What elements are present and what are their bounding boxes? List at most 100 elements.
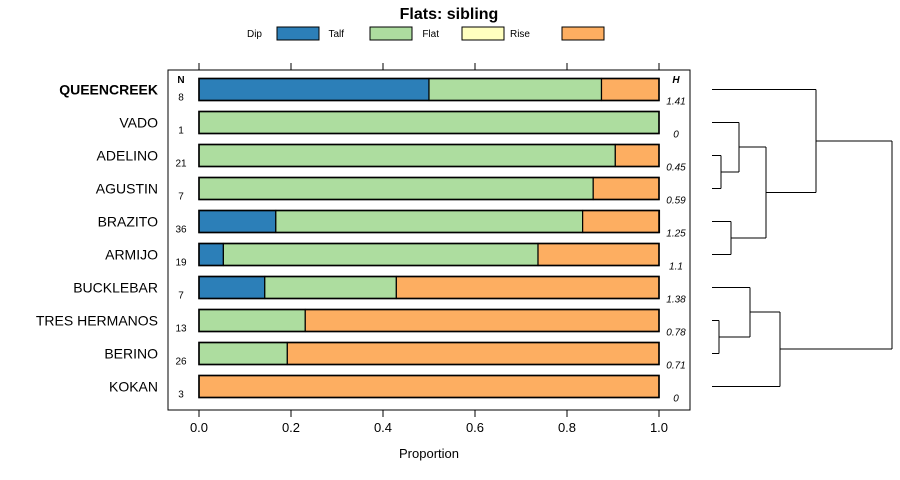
- dendrogram-merge-brazito-armijo: [712, 221, 732, 255]
- category-label: TRES HERMANOS: [36, 313, 158, 329]
- n-value: 19: [175, 258, 187, 269]
- x-tick-label: 0.0: [190, 420, 208, 435]
- x-tick-label: 0.2: [282, 420, 300, 435]
- n-value: 8: [178, 93, 184, 104]
- category-label: BERINO: [104, 346, 158, 362]
- bar-segment-rise: [537, 242, 660, 267]
- bar-outline: [198, 143, 660, 168]
- h-value: 1.1: [669, 262, 683, 273]
- row-queencreek: QUEENCREEK 8 1.41: [59, 77, 686, 108]
- bar-outline: [198, 242, 660, 267]
- row-agustin: AGUSTIN 7 0.59: [96, 176, 686, 207]
- bar-segment-talf: [198, 143, 616, 168]
- dendrogram-merge-queencreek: [712, 89, 817, 193]
- bar-segment-talf: [275, 209, 584, 234]
- category-label: AGUSTIN: [96, 181, 158, 197]
- x-axis: 0.0 0.2 0.4 0.6 0.8 1.0: [190, 410, 668, 435]
- category-label: QUEENCREEK: [59, 82, 158, 98]
- legend: Dip Talf Flat Rise: [247, 26, 605, 41]
- bar-segment-rise: [286, 341, 660, 366]
- h-value: 1.41: [666, 97, 685, 108]
- legend-label-rise: Rise: [510, 29, 530, 40]
- n-value: 7: [178, 291, 184, 302]
- bar-segment-talf: [428, 77, 603, 102]
- x-axis-label: Proportion: [399, 446, 459, 461]
- h-value: 0.78: [666, 328, 686, 339]
- h-value: 0.59: [666, 196, 686, 207]
- n-value: 21: [175, 159, 187, 170]
- dendrogram-merge-bucklebar: [712, 287, 751, 338]
- h-value: 0: [673, 130, 679, 141]
- x-tick-label: 0.8: [558, 420, 576, 435]
- bar-outline: [198, 110, 660, 135]
- x-tick-label: 1.0: [650, 420, 668, 435]
- legend-label-flat: Flat: [422, 29, 439, 40]
- bar-segment-rise: [304, 308, 660, 333]
- bar-segment-talf: [198, 176, 594, 201]
- dendrogram-merge-treshermanos-berino: [712, 320, 720, 354]
- category-label: ARMIJO: [105, 247, 158, 263]
- row-bucklebar: BUCKLEBAR 7 1.38: [73, 275, 686, 306]
- bar-outline: [198, 77, 660, 102]
- dendrogram-merge-adelino-agustin: [712, 155, 722, 189]
- dendrogram-merge-group-a: [731, 146, 767, 239]
- row-adelino: ADELINO 21 0.45: [97, 143, 686, 174]
- plot-panel: [167, 69, 691, 411]
- n-value: 26: [175, 357, 187, 368]
- category-label: ADELINO: [97, 148, 159, 164]
- legend-swatch-dip: [276, 26, 320, 41]
- n-value: 36: [175, 225, 187, 236]
- h-value: 1.38: [666, 295, 686, 306]
- top-axis-ticks: [198, 63, 660, 70]
- h-value: 0.45: [666, 163, 686, 174]
- bar-outline: [198, 275, 660, 300]
- row-berino: BERINO 26 0.71: [104, 341, 686, 372]
- bar-outline: [198, 209, 660, 234]
- bar-segment-dip: [198, 209, 277, 234]
- n-value: 3: [178, 390, 184, 401]
- legend-label-talf: Talf: [328, 29, 344, 40]
- bar-segment-talf: [198, 308, 306, 333]
- dendrogram-merge-kokan: [712, 311, 781, 387]
- row-brazito: BRAZITO 36 1.25: [98, 209, 686, 240]
- bar-segment-rise: [614, 143, 660, 168]
- bar-segment-rise: [198, 374, 660, 399]
- h-column-header: H: [672, 75, 680, 86]
- bar-segment-dip: [198, 77, 430, 102]
- bar-segment-rise: [600, 77, 660, 102]
- n-column-header: N: [177, 75, 184, 86]
- category-label: BRAZITO: [98, 214, 159, 230]
- bar-outline: [198, 308, 660, 333]
- legend-label-dip: Dip: [247, 29, 262, 40]
- dendrogram: [712, 89, 893, 387]
- bar-segment-rise: [395, 275, 660, 300]
- n-value: 7: [178, 192, 184, 203]
- row-vado: VADO 1 0: [119, 110, 679, 141]
- category-label: VADO: [119, 115, 158, 131]
- h-value: 1.25: [666, 229, 686, 240]
- bar-segment-rise: [592, 176, 660, 201]
- bar-segment-talf: [264, 275, 397, 300]
- dendrogram-root: [780, 140, 893, 350]
- bar-segment-rise: [582, 209, 661, 234]
- bar-segment-talf: [198, 110, 660, 135]
- h-value: 0: [673, 394, 679, 405]
- bar-outline: [198, 341, 660, 366]
- row-tres-hermanos: TRES HERMANOS 13 0.78: [36, 308, 686, 339]
- bar-outline: [198, 176, 660, 201]
- dendrogram-merge-vado-adelino-agustin: [712, 122, 740, 173]
- bar-segment-talf: [222, 242, 539, 267]
- bar-rows: QUEENCREEK 8 1.41 VADO 1 0 ADELINO 21 0.45 AGUSTI…: [36, 77, 686, 405]
- legend-swatch-rise: [561, 26, 605, 41]
- category-label: BUCKLEBAR: [73, 280, 158, 296]
- n-value: 13: [175, 324, 187, 335]
- row-kokan: KOKAN 3 0: [109, 374, 679, 405]
- h-value: 0.71: [666, 361, 685, 372]
- n-value: 1: [178, 126, 184, 137]
- chart-title: Flats: sibling: [400, 6, 499, 23]
- legend-swatch-talf: [369, 26, 413, 41]
- bar-segment-dip: [198, 242, 224, 267]
- row-armijo: ARMIJO 19 1.1: [105, 242, 683, 273]
- bar-segment-talf: [198, 341, 288, 366]
